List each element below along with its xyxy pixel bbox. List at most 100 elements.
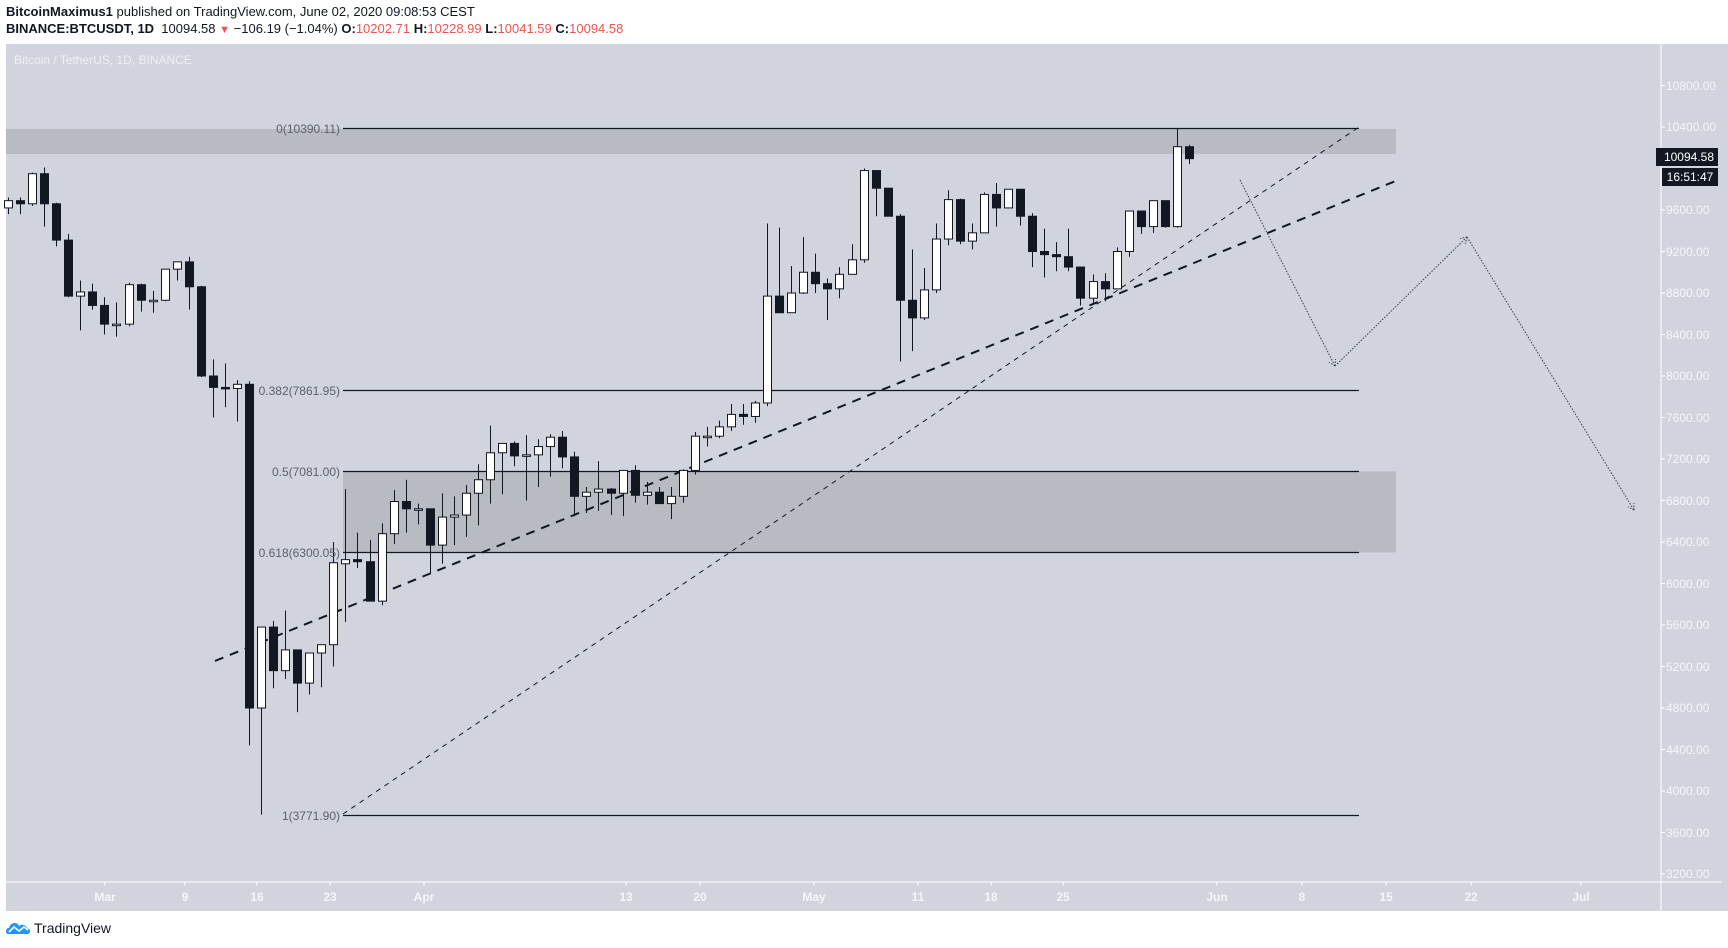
projection-arrow	[1239, 179, 1336, 367]
author-name[interactable]: BitcoinMaximus1	[6, 4, 113, 19]
down-arrow-icon: ▼	[219, 24, 231, 36]
close-label: C:	[555, 21, 570, 36]
time-tick-label: 8	[1298, 890, 1306, 904]
bull-candle	[341, 559, 350, 565]
time-tick-label: 18	[984, 890, 998, 904]
bull-candle	[944, 199, 953, 240]
time-tick-label: Jul	[1572, 890, 1590, 904]
chart-title: Bitcoin / TetherUS, 1D, BINANCE	[14, 53, 192, 67]
high-label: H:	[413, 21, 428, 36]
bull-candle	[932, 238, 941, 291]
bull-candle	[860, 170, 869, 261]
ohlc-legend: BINANCE:BTCUSDT, 1D 10094.58 ▼ −106.19 (…	[6, 21, 623, 36]
bull-candle	[112, 323, 121, 327]
trendlines	[214, 126, 1399, 815]
fib-level-label: 0.618(6300.05)	[258, 545, 340, 560]
tradingview-logo-icon	[6, 923, 30, 934]
bear-candle	[52, 203, 61, 241]
bull-candle	[799, 271, 808, 294]
bull-candle	[390, 501, 399, 535]
bear-candle	[269, 626, 278, 672]
price-tick-label: 5200.00	[1666, 659, 1710, 674]
time-tick-label: 9	[181, 890, 189, 904]
price-tick-label: 6800.00	[1666, 493, 1710, 508]
bull-candle	[486, 452, 495, 481]
bar-countdown-tag: 16:51:47	[1662, 168, 1718, 186]
bull-candle	[1149, 200, 1158, 228]
low-label: L:	[485, 21, 498, 36]
bear-candle	[88, 291, 97, 306]
bull-candle	[848, 259, 857, 275]
bear-candle	[896, 215, 905, 301]
price-tick-label: 4800.00	[1666, 701, 1710, 715]
time-tick-label: 16	[250, 890, 264, 904]
bear-candle	[956, 199, 965, 242]
time-tick-label: 20	[693, 890, 707, 904]
bear-candle	[631, 469, 640, 496]
price-tick-label: 8000.00	[1666, 369, 1710, 383]
bull-candle	[450, 514, 459, 518]
bear-candle	[64, 239, 73, 297]
thin-trendline	[342, 126, 1360, 815]
bull-candle	[667, 495, 676, 505]
bear-candle	[221, 386, 230, 390]
bull-candle	[787, 292, 796, 314]
bull-candle	[703, 435, 712, 439]
price-tick-label: 7600.00	[1666, 410, 1710, 425]
bull-candle	[1004, 188, 1013, 209]
footer-brand[interactable]: TradingView	[6, 920, 111, 936]
bear-candle	[1016, 188, 1025, 217]
bull-candle	[305, 652, 314, 684]
last-price: 10094.58	[161, 21, 216, 36]
bull-candle	[1125, 210, 1134, 253]
projection-arrow	[1334, 236, 1468, 367]
bull-candle	[1113, 251, 1122, 290]
bull-candle	[727, 413, 736, 428]
bull-candle	[980, 193, 989, 234]
bear-candle	[558, 436, 567, 458]
price-tick-label: 10400.00	[1666, 120, 1717, 134]
bear-candle	[426, 508, 435, 546]
bull-candle	[968, 232, 977, 242]
bull-candle	[1173, 146, 1182, 228]
bull-candle	[751, 402, 760, 417]
time-tick-label: 15	[1379, 890, 1393, 904]
bear-candle	[908, 299, 917, 319]
bear-candle	[137, 284, 146, 301]
bull-candle	[474, 479, 483, 494]
price-tick-label: 3200.00	[1666, 867, 1710, 881]
bear-candle	[185, 261, 194, 288]
bull-candle	[317, 644, 326, 654]
support-zone	[343, 471, 1396, 553]
fib-level-label: 1(3771.90)	[281, 808, 340, 823]
bear-candle	[16, 200, 25, 205]
price-tick-label: 4000.00	[1666, 784, 1710, 798]
publish-info: BitcoinMaximus1 published on TradingView…	[6, 4, 475, 19]
time-tick-label: May	[802, 890, 826, 904]
bull-candle	[462, 492, 471, 516]
bear-candle	[1137, 210, 1146, 228]
price-tick-label: 8400.00	[1666, 327, 1710, 342]
close-value: 10094.58	[569, 21, 624, 36]
bear-candle	[823, 283, 832, 290]
time-tick-label: 13	[619, 890, 633, 904]
bull-candle	[594, 488, 603, 493]
time-tick-label: Apr	[413, 890, 435, 904]
price-tick-label: 6400.00	[1666, 535, 1710, 549]
projection-arrow	[1466, 236, 1635, 511]
bull-candle	[173, 261, 182, 270]
bull-candle	[257, 626, 266, 709]
bull-candle	[281, 649, 290, 672]
last-price-tag: 10094.58	[1656, 148, 1718, 166]
bear-candle	[1028, 215, 1037, 253]
price-tick-label: 3600.00	[1666, 825, 1710, 840]
time-axis-ticks	[104, 882, 1582, 886]
time-tick-label: 25	[1056, 890, 1070, 904]
price-tick-label: 8800.00	[1666, 286, 1710, 300]
bear-candle	[366, 561, 375, 602]
price-tick-label: 10800.00	[1666, 78, 1717, 93]
low-value: 10041.59	[497, 21, 552, 36]
bull-candle	[546, 436, 555, 448]
bull-candle	[763, 295, 772, 404]
